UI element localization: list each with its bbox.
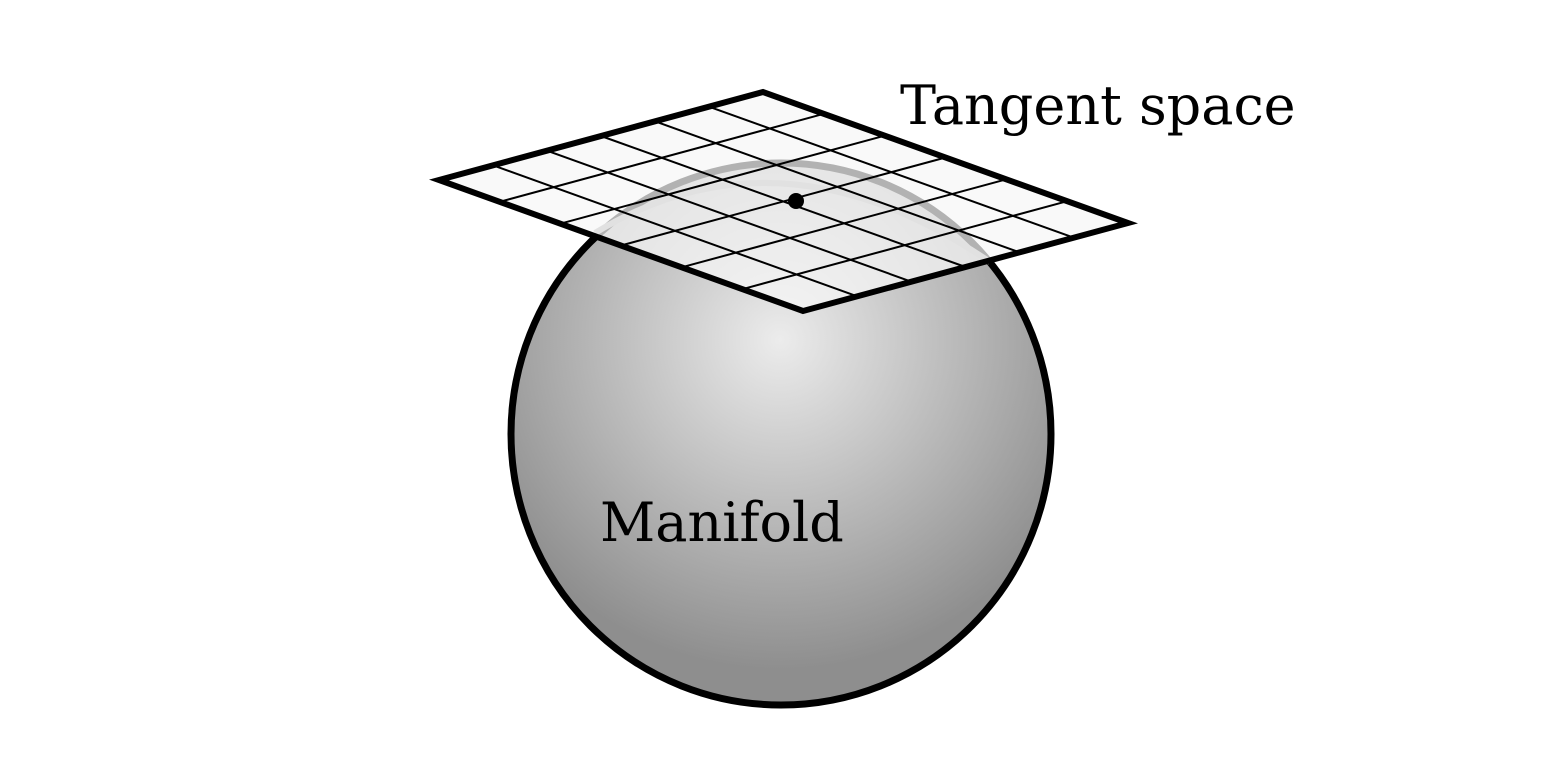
grid-line-v <box>681 178 1007 269</box>
tangent-plane-grid <box>492 105 1075 298</box>
grid-line-v <box>499 112 825 203</box>
tangent-plane-border <box>429 88 1138 315</box>
manifold-label: Manifold <box>600 491 844 554</box>
tangent-point <box>788 193 804 209</box>
grid-line-v <box>560 134 885 225</box>
tangent-plane <box>429 88 1138 315</box>
grid-line-v <box>742 200 1068 291</box>
grid-line-v <box>620 156 946 247</box>
tangent-space-label: Tangent space <box>900 74 1296 137</box>
